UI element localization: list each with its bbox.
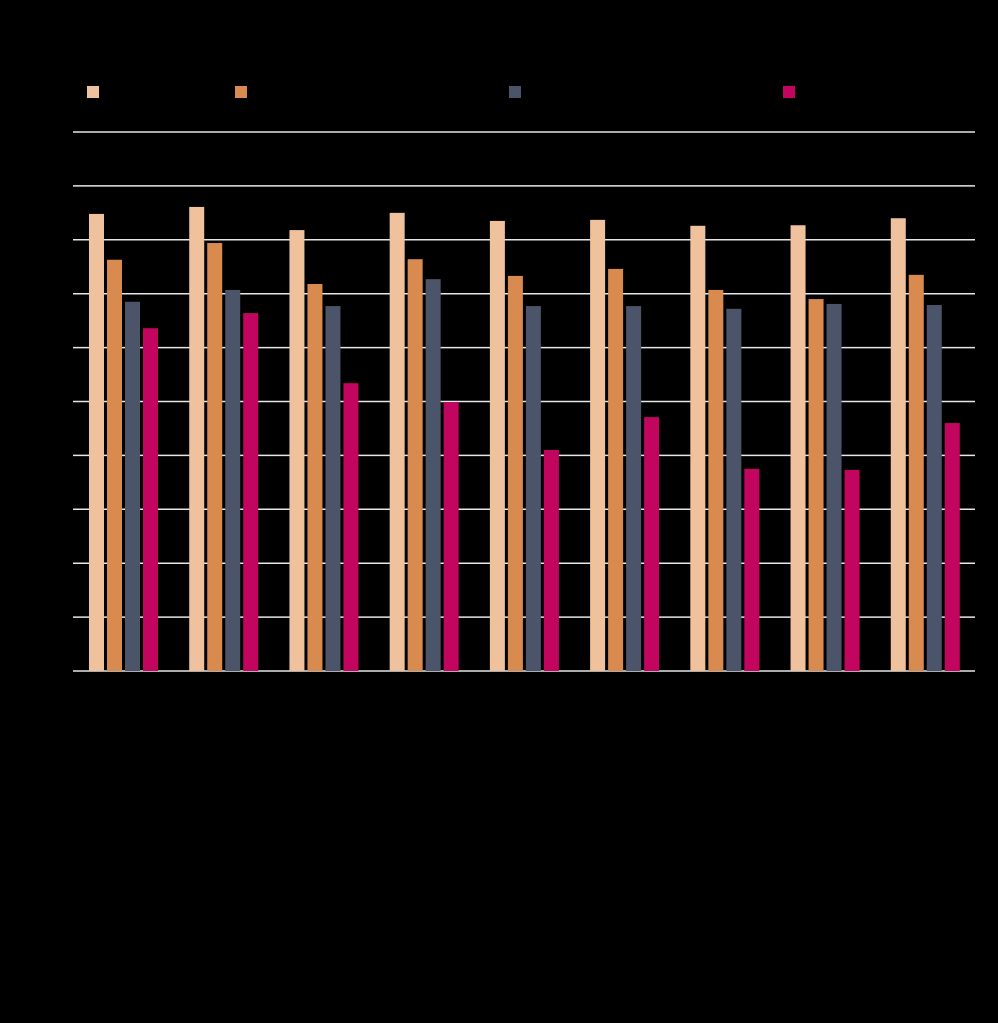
bar [525,306,541,671]
legend-marker [235,86,247,98]
bar [143,328,158,671]
bar [325,306,341,671]
bar [726,308,742,671]
bar [189,206,205,671]
bar [644,417,660,671]
bar [944,423,960,671]
bar [507,275,523,671]
bar [225,289,241,671]
bar [608,268,624,671]
bar [808,299,824,671]
y-tick-label: 0 [58,662,65,677]
y-tick-label: 100 [43,123,65,138]
y-tick-label: 10 [51,609,65,624]
y-tick-label: 90 [51,177,65,192]
y-tick-label: 60 [51,339,65,354]
bar [243,313,259,671]
y-tick-label: 30 [51,501,65,516]
bar [690,225,706,671]
bar [890,218,906,672]
bar [489,220,505,671]
legend-marker [87,86,99,98]
bar [89,213,104,672]
bar [289,230,305,671]
bar [343,383,359,671]
bar [407,259,423,671]
bar [790,225,806,671]
y-tick-label: 20 [51,555,65,570]
y-tick-label: 70 [51,285,65,300]
bar [744,468,760,671]
bar [926,305,942,671]
bar [307,283,323,671]
bar [443,402,459,671]
bar [207,243,223,671]
bar [590,219,606,671]
bar [107,259,122,671]
bar [389,212,405,671]
legend-marker [783,86,795,98]
y-tick-label: 80 [51,231,65,246]
y-tick-label: 40 [51,447,65,462]
bar [425,279,441,671]
bar [626,306,642,671]
legend-marker [509,86,521,98]
y-tick-label: 50 [51,393,65,408]
bar [708,289,724,671]
bar [543,450,559,671]
bar [125,301,140,671]
bar [826,303,842,671]
bar [908,274,924,671]
bar [844,469,860,671]
